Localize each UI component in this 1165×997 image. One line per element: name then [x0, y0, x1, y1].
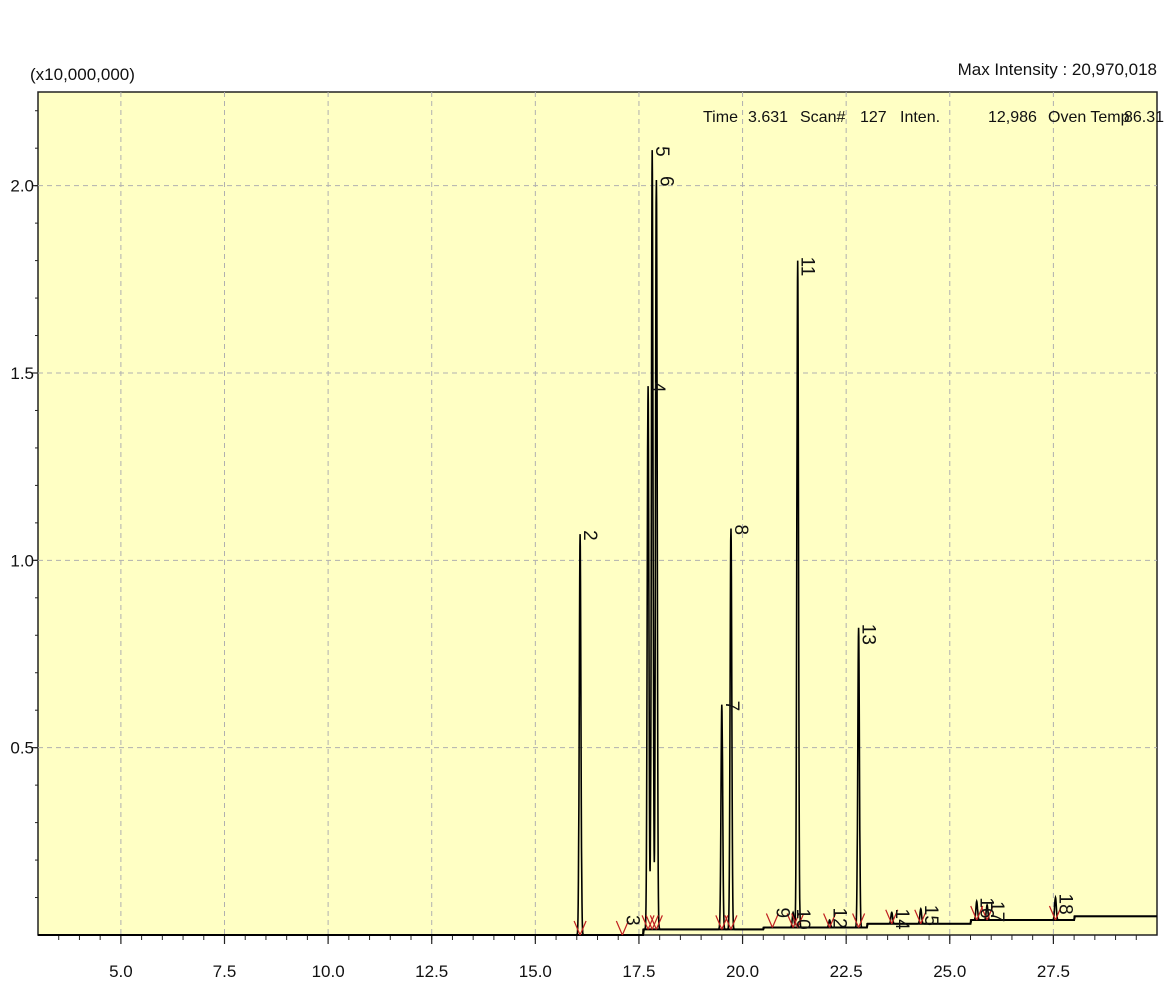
y-tick-label: 0.5	[10, 739, 34, 758]
peak-marker-18	[1048, 905, 1057, 921]
peak-marker-13	[852, 913, 860, 928]
peak-label-8: 8	[730, 524, 751, 535]
x-tick-label: 10.0	[312, 962, 345, 981]
x-tick-label: 25.0	[933, 962, 966, 981]
peak-marker-3	[615, 920, 623, 936]
peak-marker-5	[645, 915, 653, 930]
peak-marker-5	[651, 915, 659, 930]
peak-marker-6	[649, 915, 657, 930]
y-tick-label: 1.5	[10, 364, 34, 383]
peak-label-15: 15	[920, 905, 941, 926]
peak-marker-6	[655, 915, 663, 930]
oven-temp-value: 86.31	[1124, 109, 1164, 126]
peak-label-3: 3	[621, 915, 642, 926]
x-tick-label: 7.5	[213, 962, 237, 981]
y-tick-label: 1.0	[10, 551, 34, 570]
peak-marker-18	[1054, 905, 1063, 921]
cursor-readout: Time 3.631 Scan# 127 Inten. 12,986 Oven …	[703, 109, 1164, 126]
peak-markers	[573, 905, 1063, 936]
peak-marker-7	[721, 915, 729, 930]
peak-label-12: 12	[829, 908, 850, 929]
peak-marker-9	[771, 913, 779, 928]
peak-label-16: 16	[976, 897, 997, 918]
x-tick-label: 20.0	[726, 962, 759, 981]
peak-label-18: 18	[1054, 894, 1075, 915]
signal-trace	[38, 150, 1157, 936]
peak-marker-12	[829, 913, 837, 928]
time-value: 3.631	[748, 109, 788, 126]
peak-marker-15	[920, 909, 928, 924]
peak-marker-2	[579, 920, 587, 936]
grid-lines	[38, 92, 1157, 935]
peak-marker-13	[858, 913, 866, 928]
peak-label-13: 13	[858, 624, 879, 645]
peak-marker-15	[914, 909, 922, 924]
peak-marker-11	[791, 913, 799, 928]
peak-label-6: 6	[655, 176, 676, 187]
peak-marker-14	[885, 909, 893, 924]
x-tick-label: 17.5	[622, 962, 655, 981]
intensity-value: 12,986	[988, 109, 1037, 126]
time-label: Time	[703, 109, 738, 126]
peak-marker-8	[724, 915, 732, 930]
peak-marker-17	[980, 905, 988, 921]
y-axis-ticks: 0.5 1.0 1.5 2.0	[10, 110, 38, 899]
x-tick-label: 22.5	[830, 962, 863, 981]
peak-marker-16	[970, 905, 978, 921]
scan-label: Scan#	[800, 109, 845, 126]
peak-marker-11	[797, 913, 805, 928]
x-tick-label: 27.5	[1037, 962, 1070, 981]
chromatogram-trace	[38, 150, 1157, 936]
scale-label: (x10,000,000)	[30, 65, 135, 84]
peak-label-2: 2	[579, 530, 600, 541]
plot-area	[37, 91, 1158, 936]
peak-marker-10	[786, 913, 794, 928]
peak-marker-8	[730, 915, 738, 930]
peak-label-11: 11	[797, 257, 818, 277]
peak-marker-4	[641, 915, 649, 930]
x-tick-label: 15.0	[519, 962, 552, 981]
peak-marker-17	[986, 905, 994, 921]
peak-label-14: 14	[891, 909, 912, 931]
peak-label-7: 7	[721, 701, 742, 712]
peak-marker-7	[715, 915, 723, 930]
x-tick-label: 12.5	[415, 962, 448, 981]
peak-marker-2	[573, 920, 581, 936]
peak-marker-12	[823, 913, 831, 928]
x-axis-ticks: 5.0 7.5 10.0 12.5 15.0 17.5 20.0 22.5 25.0 27.5	[58, 935, 1137, 981]
y-tick-label: 2.0	[10, 177, 34, 196]
max-intensity-label: Max Intensity : 20,970,018	[958, 60, 1157, 79]
peak-label-9: 9	[771, 908, 792, 919]
scan-value: 127	[860, 109, 887, 126]
peak-marker-14	[891, 909, 899, 924]
oven-temp-label: Oven Temp	[1048, 109, 1130, 126]
peak-label-17: 17	[986, 901, 1007, 922]
peak-label-5: 5	[651, 146, 672, 157]
intensity-label: Inten.	[900, 109, 940, 126]
peak-label-4: 4	[647, 382, 668, 393]
peak-marker-4	[647, 915, 655, 930]
x-tick-label: 5.0	[109, 962, 133, 981]
peak-label-10: 10	[792, 909, 813, 930]
peak-marker-10	[792, 913, 800, 928]
peak-marker-9	[765, 913, 773, 928]
peak-marker-3	[621, 920, 629, 936]
